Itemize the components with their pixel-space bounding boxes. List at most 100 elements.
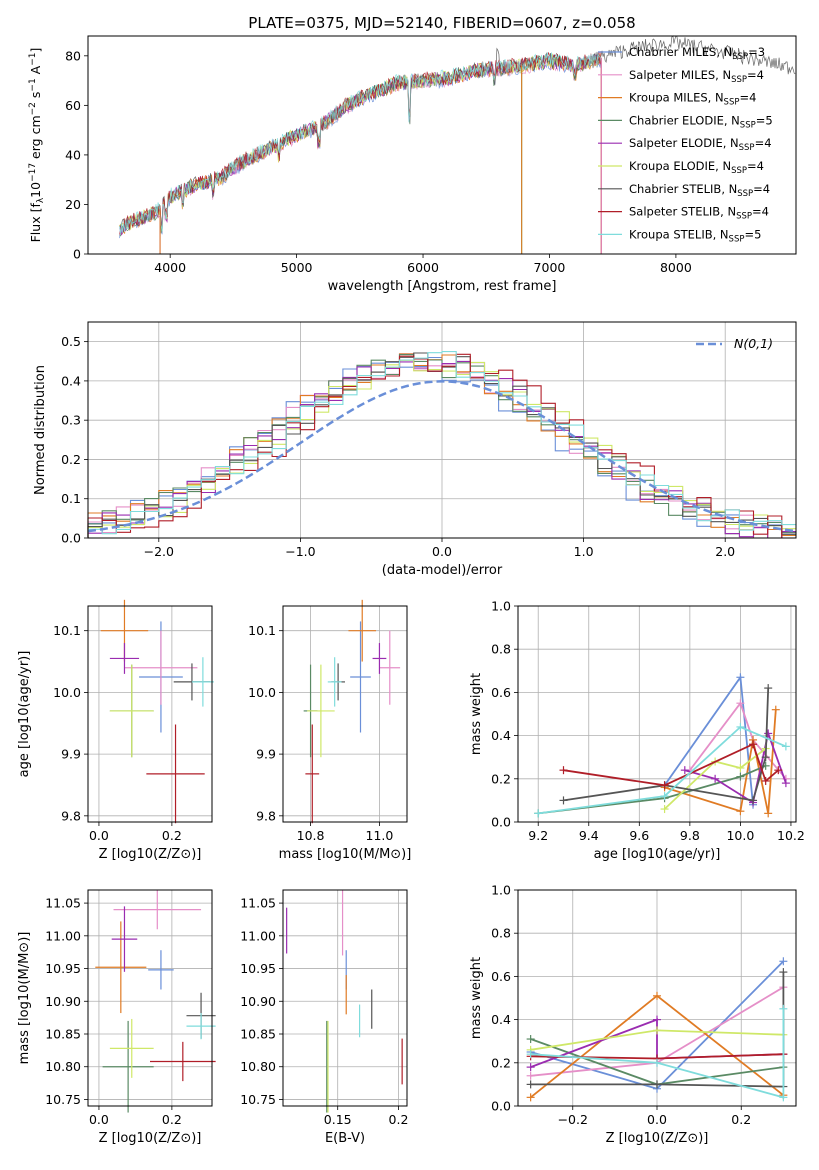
spectrum-line (119, 52, 602, 234)
histogram-panel: −2.0 −1.0 0.0 1.0 2.0 0.0 0.1 0.2 0.3 0.4 0.5 (data… (33, 321, 797, 578)
x-tick-label: 10.8 (297, 828, 325, 843)
x-tick-label: 9.2 (528, 828, 548, 843)
x-tick-label: 0.0 (89, 1112, 109, 1127)
legend-label: Kroupa MILES, NSSP=4 (629, 91, 756, 108)
x-tick-label: 1.0 (574, 544, 594, 559)
spectrum-line (119, 55, 602, 236)
y-tick-label: 0.4 (61, 373, 81, 388)
spectrum-line (119, 51, 602, 235)
y-tick-label: 0.8 (491, 642, 511, 657)
axes-frame (282, 605, 408, 823)
y-tick-label: 10.75 (240, 1092, 276, 1107)
y-tick-label: 0.6 (491, 685, 511, 700)
legend-label: Chabrier MILES, NSSP=3 (629, 45, 765, 62)
legend-label: Salpeter STELIB, NSSP=4 (629, 205, 769, 222)
x-tick-label: 0.2 (731, 1112, 751, 1127)
y-tick-label: 11.05 (45, 896, 81, 911)
z-mass-weight-panel: −0.2 0.0 0.2 0.0 0.2 0.4 0.6 0.8 1.0 Z [log10(Z/Z… (469, 883, 797, 1146)
axes-frame (87, 605, 213, 823)
x-tick-label: 0.2 (389, 1112, 409, 1127)
x-tick-label: 11.0 (366, 828, 394, 843)
mass-weight-line (663, 747, 767, 810)
x-tick-label: 10.0 (726, 828, 754, 843)
y-axis-label: Flux [fλ10−17 erg cm−2 s−1 A−1] (28, 48, 46, 243)
y-tick-label: 0.2 (491, 771, 511, 786)
y-tick-label: 10.85 (240, 1027, 276, 1042)
x-tick-label: 0.0 (647, 1112, 667, 1127)
axes-frame (87, 321, 797, 539)
legend-label: N(0,1) (734, 336, 773, 351)
y-tick-label: 10.95 (240, 961, 276, 976)
x-tick-label: −2.0 (144, 544, 174, 559)
x-tick-label: 4000 (154, 260, 186, 275)
y-tick-label: 40 (65, 147, 81, 162)
y-tick-label: 0.8 (491, 926, 511, 941)
axes-frame (282, 889, 408, 1107)
x-axis-label: Z [log10(Z/Z⊙)] (606, 1131, 709, 1146)
x-axis-label: mass [log10(M/M⊙)] (279, 847, 412, 862)
y-axis-label: mass weight (469, 673, 484, 755)
y-tick-label: 0.0 (491, 1099, 511, 1114)
x-tick-label: 5000 (281, 260, 313, 275)
x-tick-label: 9.6 (629, 828, 649, 843)
axes-frame (517, 605, 797, 823)
x-axis-label: Z [log10(Z/Z⊙)] (99, 847, 202, 862)
axes-frame (87, 889, 213, 1107)
y-tick-label: 10.1 (53, 623, 81, 638)
x-tick-label: 0.15 (324, 1112, 352, 1127)
legend-label: Salpeter ELODIE, NSSP=4 (629, 136, 772, 153)
y-tick-label: 10.90 (45, 994, 81, 1009)
normal-curve (87, 380, 797, 533)
figure-title: PLATE=0375, MJD=52140, FIBERID=0607, z=0… (248, 14, 635, 32)
y-tick-label: 10.95 (45, 961, 81, 976)
spectrum-line (119, 35, 796, 230)
y-tick-label: 10.0 (248, 685, 276, 700)
y-tick-label: 1.0 (491, 599, 511, 614)
x-tick-label: 0.0 (89, 828, 109, 843)
y-tick-label: 10.75 (45, 1092, 81, 1107)
x-axis-label: age [log10(age/yr)] (594, 847, 721, 862)
x-tick-label: −1.0 (285, 544, 315, 559)
y-tick-label: 10.85 (45, 1027, 81, 1042)
x-tick-label: 7000 (534, 260, 566, 275)
spectrum-panel: 4000 5000 6000 7000 8000 0 20 40 60 80 wavelength … (28, 35, 797, 294)
x-tick-label: 9.8 (680, 828, 700, 843)
spectrum-line (119, 51, 602, 236)
y-tick-label: 9.8 (61, 808, 81, 823)
y-tick-label: 10.90 (240, 994, 276, 1009)
legend-label: Kroupa STELIB, NSSP=5 (629, 227, 761, 244)
y-tick-label: 10.80 (240, 1059, 276, 1074)
x-tick-label: 0.2 (162, 1112, 182, 1127)
y-tick-label: 0.1 (61, 491, 81, 506)
axes-frame (517, 889, 797, 1107)
x-axis-label: E(B-V) (325, 1131, 365, 1146)
axes-frame (87, 35, 797, 255)
x-tick-label: 0.0 (432, 544, 452, 559)
y-tick-label: 10.1 (248, 623, 276, 638)
z-age-panel: 0.0 0.2 9.8 9.9 10.0 10.1 Z [log10(Z/Z⊙)] age [… (17, 599, 214, 862)
y-tick-label: 80 (65, 48, 81, 63)
y-tick-label: 0.2 (61, 452, 81, 467)
y-tick-label: 10.0 (53, 685, 81, 700)
spectrum-line (119, 54, 602, 237)
y-tick-label: 0 (73, 247, 81, 262)
x-tick-label: 10.2 (777, 828, 805, 843)
y-tick-label: 0.4 (491, 1012, 511, 1027)
y-tick-label: 0.0 (61, 531, 81, 546)
x-tick-label: 0.2 (162, 828, 182, 843)
y-tick-label: 9.8 (256, 808, 276, 823)
x-axis-label: wavelength [Angstrom, rest frame] (328, 279, 557, 294)
y-axis-label: mass [log10(M/M⊙)] (17, 932, 32, 1065)
y-tick-label: 11.00 (240, 928, 276, 943)
y-tick-label: 10.80 (45, 1059, 81, 1074)
y-tick-label: 0.3 (61, 413, 81, 428)
y-tick-label: 9.9 (256, 747, 276, 762)
mass-weight-line (530, 1008, 785, 1099)
x-tick-label: 8000 (660, 260, 692, 275)
y-tick-label: 0.6 (491, 969, 511, 984)
x-tick-label: 9.4 (579, 828, 599, 843)
spectrum-line (119, 55, 602, 239)
z-mass-panel: 0.0 0.2 10.75 10.80 10.85 10.90 10.95 11.00 11.0… (17, 889, 216, 1146)
legend-label: Kroupa ELODIE, NSSP=4 (629, 159, 764, 176)
y-tick-label: 20 (65, 197, 81, 212)
